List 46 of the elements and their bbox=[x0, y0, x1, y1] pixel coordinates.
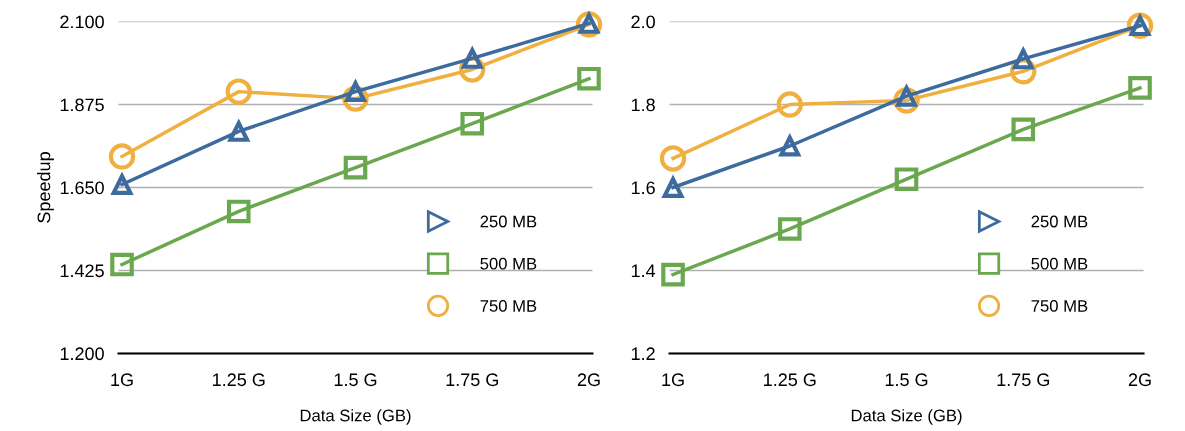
point bbox=[661, 262, 685, 287]
y-tick-label: 2.100 bbox=[60, 15, 104, 29]
y-tick-label: 1.2 bbox=[631, 347, 655, 360]
point bbox=[776, 91, 803, 118]
point bbox=[108, 143, 136, 170]
point bbox=[577, 66, 601, 91]
point bbox=[778, 133, 802, 157]
y-tick-label: 1.875 bbox=[60, 98, 104, 112]
y-tick-label: 1.425 bbox=[60, 264, 104, 278]
point bbox=[343, 155, 368, 180]
x-tick-label: 1.5 G bbox=[334, 373, 377, 387]
x-axis-title: Data Size (GB) bbox=[851, 409, 962, 425]
point bbox=[226, 199, 251, 224]
y-tick-label: 1.6 bbox=[631, 181, 655, 195]
y-tick-label: 2.0 bbox=[631, 15, 655, 29]
y-tick-label: 1.650 bbox=[60, 181, 104, 195]
y-tick-label: 1.200 bbox=[60, 347, 104, 361]
point bbox=[225, 78, 252, 105]
legend-label: 500 MB bbox=[1031, 257, 1088, 270]
x-tick-label: 1.75 G bbox=[446, 373, 498, 387]
legend-label: 750 MB bbox=[1031, 300, 1088, 312]
legend-label: 250 MB bbox=[1031, 215, 1088, 228]
point bbox=[1011, 117, 1036, 142]
x-tick-label: 1.25 G bbox=[213, 373, 265, 387]
point bbox=[659, 145, 687, 172]
y-axis-title: Speedup bbox=[37, 152, 54, 223]
point bbox=[895, 83, 919, 107]
point bbox=[894, 167, 919, 191]
x-tick-label: 1G bbox=[111, 373, 133, 387]
legend-label: 250 MB bbox=[480, 215, 537, 228]
point bbox=[777, 217, 802, 241]
point bbox=[110, 252, 134, 277]
x-tick-label: 1.75 G bbox=[997, 373, 1050, 387]
y-tick-label: 1.4 bbox=[631, 264, 656, 277]
x-tick-label: 2G bbox=[1128, 373, 1151, 387]
point bbox=[460, 111, 485, 136]
x-axis-title: Data Size (GB) bbox=[300, 409, 411, 425]
x-tick-label: 2G bbox=[577, 373, 600, 387]
legend-label: 750 MB bbox=[480, 300, 537, 312]
legend-label: 500 MB bbox=[480, 257, 537, 270]
x-tick-label: 1G bbox=[662, 373, 684, 387]
point bbox=[1128, 76, 1152, 100]
x-tick-label: 1.5 G bbox=[885, 373, 928, 387]
x-tick-label: 1.25 G bbox=[764, 373, 816, 387]
point bbox=[1012, 48, 1034, 70]
y-tick-label: 1.8 bbox=[631, 98, 655, 112]
